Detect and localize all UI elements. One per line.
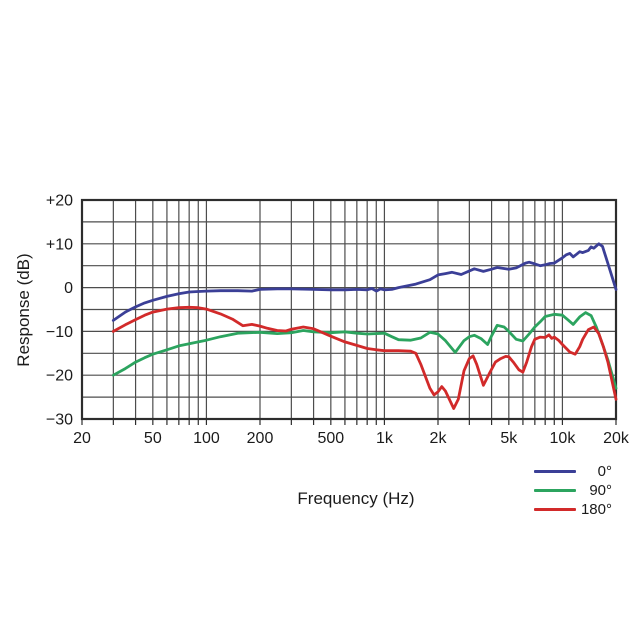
legend-swatch-180deg bbox=[534, 508, 576, 511]
y-tick-label: −20 bbox=[46, 368, 73, 385]
legend-item-180deg: 180° bbox=[534, 502, 612, 517]
legend-swatch-90deg bbox=[534, 489, 576, 492]
legend-item-90deg: 90° bbox=[534, 483, 612, 498]
x-tick-label: 5k bbox=[500, 430, 518, 447]
y-tick-label: 0 bbox=[64, 280, 73, 297]
legend-swatch-0deg bbox=[534, 470, 576, 473]
curve-90deg bbox=[111, 311, 618, 390]
x-tick-label: 500 bbox=[317, 430, 344, 447]
x-tick-label: 200 bbox=[247, 430, 274, 447]
x-tick-label: 100 bbox=[193, 430, 220, 447]
y-tick-label: +20 bbox=[46, 193, 73, 210]
x-tick-label: 20k bbox=[603, 430, 630, 447]
x-tick-label: 2k bbox=[430, 430, 448, 447]
y-tick-labels: +20 +10 0 −10 −20 −30 bbox=[46, 193, 73, 429]
legend-label-180deg: 180° bbox=[580, 501, 612, 518]
y-tick-label: −30 bbox=[46, 412, 73, 429]
x-axis-title: Frequency (Hz) bbox=[297, 489, 415, 508]
plot-border bbox=[80, 198, 618, 421]
legend-item-0deg: 0° bbox=[534, 464, 612, 479]
curve-0deg bbox=[111, 242, 618, 322]
y-axis-title: Response (dB) bbox=[14, 253, 33, 367]
y-tick-label: +10 bbox=[46, 236, 73, 253]
x-tick-labels: 20 50 100 200 500 1k 2k 5k 10k 20k bbox=[73, 430, 630, 447]
x-tick-label: 50 bbox=[144, 430, 162, 447]
x-axis-ticks bbox=[81, 420, 617, 425]
curve-180deg bbox=[111, 305, 618, 410]
x-tick-label: 20 bbox=[73, 430, 91, 447]
legend-label-0deg: 0° bbox=[597, 463, 612, 480]
legend: 0° 90° 180° bbox=[534, 464, 612, 517]
legend-label-90deg: 90° bbox=[589, 482, 612, 499]
x-tick-label: 1k bbox=[376, 430, 394, 447]
x-tick-label: 10k bbox=[550, 430, 577, 447]
y-tick-label: −10 bbox=[46, 324, 73, 341]
